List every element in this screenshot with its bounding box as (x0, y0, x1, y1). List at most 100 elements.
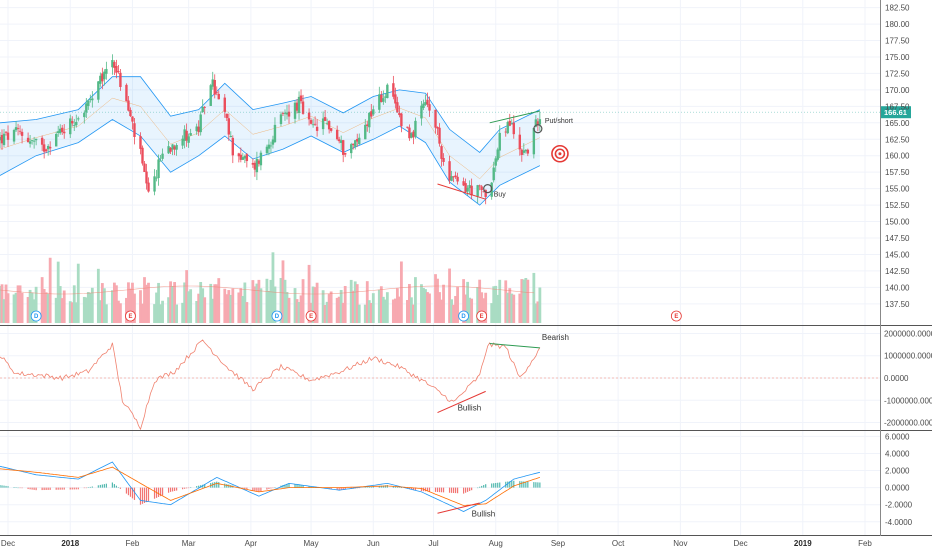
volume-bar (506, 292, 510, 323)
price-tick-label: 162.50 (885, 135, 910, 144)
macd-histogram-bar (467, 487, 469, 492)
volume-bar (381, 296, 385, 323)
macd-histogram-bar (436, 487, 439, 493)
volume-bar (42, 288, 46, 323)
candle-body (87, 100, 90, 106)
candle-body (111, 60, 114, 68)
volume-bar (227, 290, 231, 323)
macd-histogram-bar (119, 487, 122, 489)
candle-body (265, 146, 269, 154)
event-marker[interactable]: E (305, 310, 317, 322)
put-short-marker (533, 124, 543, 134)
macd-histogram-bar (260, 487, 262, 492)
event-marker[interactable]: D (271, 310, 283, 322)
volume-bar (287, 297, 291, 323)
candle-body (478, 185, 481, 187)
volume-layer (0, 252, 542, 323)
event-marker[interactable]: E (125, 310, 136, 322)
volume-bar (90, 287, 94, 323)
candle-body (42, 144, 46, 152)
candle-body (440, 146, 443, 159)
price-tick-label: 142.50 (885, 267, 910, 276)
volume-bar (18, 285, 22, 323)
price-tick-label: 152.50 (885, 201, 910, 210)
event-marker[interactable]: D (458, 310, 470, 322)
macd-histogram-bar (366, 487, 368, 488)
candle-body (83, 112, 86, 118)
candle-body (424, 102, 427, 105)
macd-histogram-bar (198, 485, 200, 488)
candle-body (229, 135, 233, 138)
macd-histogram-bar (338, 487, 340, 491)
candle-body (215, 92, 218, 94)
volume-bar (414, 277, 417, 323)
volume-bar (167, 297, 170, 323)
candle-body (518, 134, 522, 150)
macd-histogram-bar (216, 481, 218, 488)
candle-body (40, 137, 44, 145)
volume-bar (28, 289, 32, 323)
macd-histogram-bar (440, 487, 443, 493)
macd-histogram-bar (143, 487, 146, 503)
event-circle[interactable] (458, 310, 470, 322)
event-marker[interactable]: E (476, 310, 488, 322)
macd-histogram-bar (438, 487, 441, 493)
axis-layer[interactable]: 166.61 182.50 180.00 177.50 175.00 172.50 170.… (1, 4, 932, 548)
candle-body (327, 121, 331, 130)
volume-bar (175, 304, 179, 323)
macd-histogram-bar (400, 487, 402, 489)
event-circle[interactable] (30, 310, 42, 322)
macd-histogram-bar (57, 487, 59, 490)
volume-bar (265, 278, 269, 323)
event-label: D (461, 314, 466, 320)
event-marker[interactable]: E (670, 310, 682, 322)
macd-histogram-bar (342, 487, 344, 490)
macd-histogram-bar (258, 487, 260, 492)
volume-bar (285, 292, 289, 323)
event-circle[interactable] (670, 310, 682, 322)
x-axis-label: Apr (245, 539, 258, 548)
volume-bar (341, 302, 345, 323)
volume-bar (339, 289, 343, 323)
macd-histogram-bar (147, 487, 150, 502)
candle-body (225, 113, 228, 119)
macd-histogram-bar (35, 487, 37, 491)
volume-bar (129, 288, 132, 323)
candle-body (253, 162, 257, 170)
x-axis-label: Jul (428, 539, 438, 548)
event-circle[interactable] (305, 310, 317, 322)
volume-bar (412, 304, 415, 323)
volume-bar (524, 277, 528, 323)
last-price-tag[interactable] (881, 106, 911, 119)
event-marker[interactable]: D (30, 310, 42, 322)
volume-bar (223, 288, 227, 323)
event-circle[interactable] (476, 310, 488, 322)
candle-body (241, 157, 245, 160)
candle-body (18, 130, 22, 132)
candle-body (301, 101, 305, 114)
candle-body (77, 118, 80, 120)
event-circle[interactable] (271, 310, 283, 322)
candle-body (279, 114, 283, 125)
candle-body (237, 153, 241, 157)
volume-bar (462, 279, 466, 323)
volume-bar (211, 298, 215, 323)
indicator-layer (0, 339, 880, 512)
event-circle[interactable] (125, 310, 136, 322)
macd-histogram-bar (33, 487, 35, 490)
bullish-trendline-price (437, 183, 486, 200)
candle-body (155, 177, 158, 179)
macd-histogram-bar (274, 487, 276, 488)
price-tick-label: 160.00 (885, 152, 910, 161)
candle-body (394, 94, 397, 104)
x-axis-label: Feb (126, 539, 140, 548)
volume-bar (406, 300, 409, 323)
macd-histogram-bar (450, 487, 453, 493)
volume-bar (504, 280, 508, 323)
volume-bar (482, 298, 486, 323)
candle-body (358, 137, 361, 145)
macd-histogram-bar (537, 482, 539, 488)
price-tick-label: 167.50 (885, 102, 910, 111)
macd-histogram-bar (196, 486, 198, 488)
candle-body (534, 119, 538, 127)
